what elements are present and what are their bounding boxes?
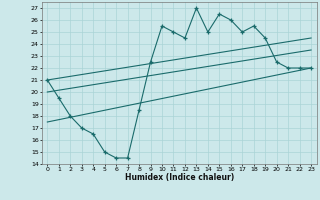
X-axis label: Humidex (Indice chaleur): Humidex (Indice chaleur) — [124, 173, 234, 182]
